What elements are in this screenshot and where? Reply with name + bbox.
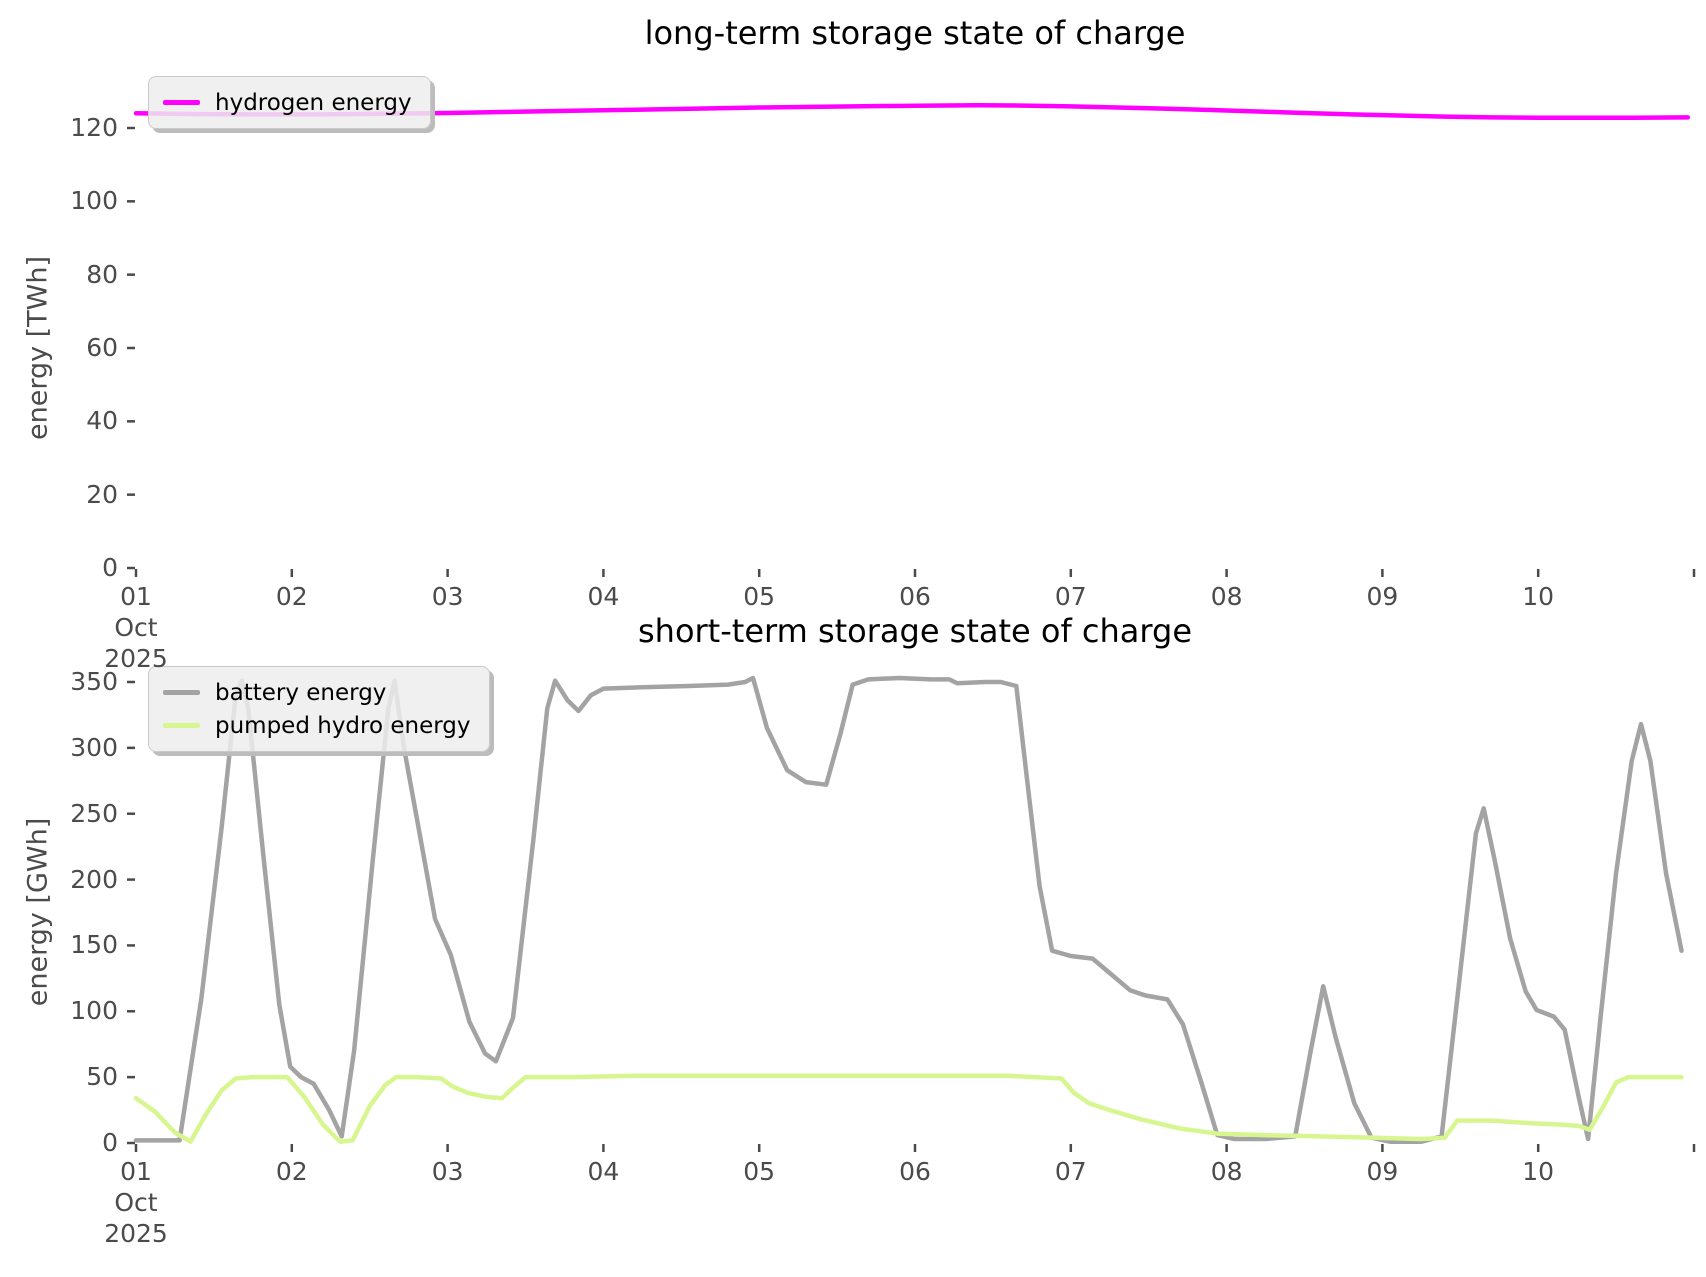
pumped-hydro-energy-line [133, 1073, 1684, 1144]
battery-energy-legend-label: battery energy [215, 679, 387, 706]
short-term-chart-title: short-term storage state of charge [637, 612, 1192, 650]
x-tick-label: 03 [431, 1157, 464, 1186]
y-tick-label: 150 [70, 930, 118, 960]
y-tick-label: 250 [70, 798, 118, 828]
battery-energy-swatch-icon [163, 690, 200, 695]
legend-row-hydrogen: hydrogen energy [163, 86, 412, 119]
legend-row-pumped-hydro: pumped hydro energy [163, 709, 471, 742]
y-tick-label: 200 [70, 864, 118, 894]
x-tick-label: 07 [1054, 1157, 1087, 1186]
x-tick-label: 03 [431, 582, 464, 611]
y-tick-label: 20 [86, 479, 118, 509]
x-tick-label: 08 [1210, 582, 1243, 611]
x-tick-label: 01 [120, 1157, 152, 1186]
x-tick-sublabel: Oct [114, 613, 158, 642]
x-tick-label: 01 [120, 582, 152, 611]
x-tick-label: 09 [1366, 582, 1399, 611]
x-tick-label: 10 [1522, 582, 1555, 611]
y-tick-label: 0 [102, 553, 118, 582]
y-tick-label: 300 [70, 732, 118, 762]
x-tick-label: 09 [1366, 1157, 1399, 1186]
x-tick-label: 06 [899, 1157, 931, 1186]
x-tick-label: 10 [1522, 1157, 1555, 1186]
y-tick-label: 100 [70, 186, 118, 216]
x-tick-label: 04 [587, 1157, 620, 1186]
y-tick-label: 60 [86, 332, 118, 362]
pumped-hydro-energy-swatch-icon [163, 723, 200, 728]
x-tick-sublabel: 2025 [104, 1219, 168, 1248]
y-tick-label: 50 [86, 1062, 118, 1092]
x-tick-label: 02 [275, 1157, 308, 1186]
y-tick-label: 80 [86, 259, 118, 289]
y-tick-label: 0 [102, 1128, 118, 1157]
short-term-legend: battery energy pumped hydro energy [148, 666, 490, 752]
x-tick-sublabel: 2025 [104, 644, 168, 673]
x-tick-label: 06 [899, 582, 931, 611]
x-tick-sublabel: Oct [114, 1188, 158, 1217]
hydrogen-energy-swatch-icon [163, 100, 200, 105]
x-tick-label: 05 [743, 582, 776, 611]
long-term-chart-title: long-term storage state of charge [644, 14, 1186, 52]
pumped-hydro-energy-legend-label: pumped hydro energy [215, 712, 471, 739]
x-tick-label: 04 [587, 582, 620, 611]
short-term-y-axis-label: energy [GWh] [22, 817, 54, 1007]
y-tick-label: 350 [70, 667, 118, 696]
x-tick-label: 08 [1210, 1157, 1243, 1186]
long-term-legend: hydrogen energy [148, 76, 431, 129]
legend-row-battery: battery energy [163, 676, 471, 709]
x-tick-label: 05 [743, 1157, 776, 1186]
y-tick-label: 40 [86, 406, 118, 436]
y-tick-label: 120 [70, 112, 118, 142]
battery-energy-line [133, 675, 1684, 1144]
x-tick-label: 02 [275, 582, 308, 611]
hydrogen-energy-line [133, 103, 1691, 120]
hydrogen-energy-legend-label: hydrogen energy [215, 89, 412, 116]
x-tick-label: 07 [1054, 582, 1087, 611]
y-tick-label: 100 [70, 996, 118, 1026]
